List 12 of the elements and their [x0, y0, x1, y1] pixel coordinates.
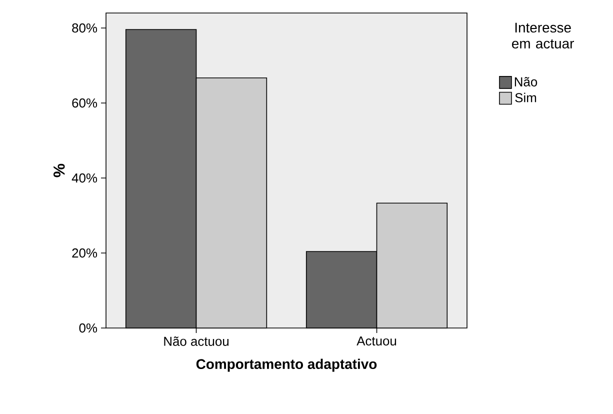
y-tick-label: 40%: [72, 173, 98, 183]
legend-title: Interesse em actuar: [512, 22, 574, 48]
x-axis-title: Comportamento adaptativo: [196, 358, 377, 372]
legend-label: Não: [514, 77, 538, 86]
y-axis-title: %: [54, 164, 65, 178]
y-tick-label: 60%: [72, 98, 98, 108]
x-tick-label: Actuou: [356, 336, 396, 346]
y-tick-label: 0%: [79, 323, 98, 333]
x-tick-label: Não actuou: [164, 336, 228, 346]
y-tick-label: 80%: [72, 23, 98, 33]
legend-label: Sim: [515, 92, 536, 102]
y-tick-label: 20%: [72, 248, 98, 258]
